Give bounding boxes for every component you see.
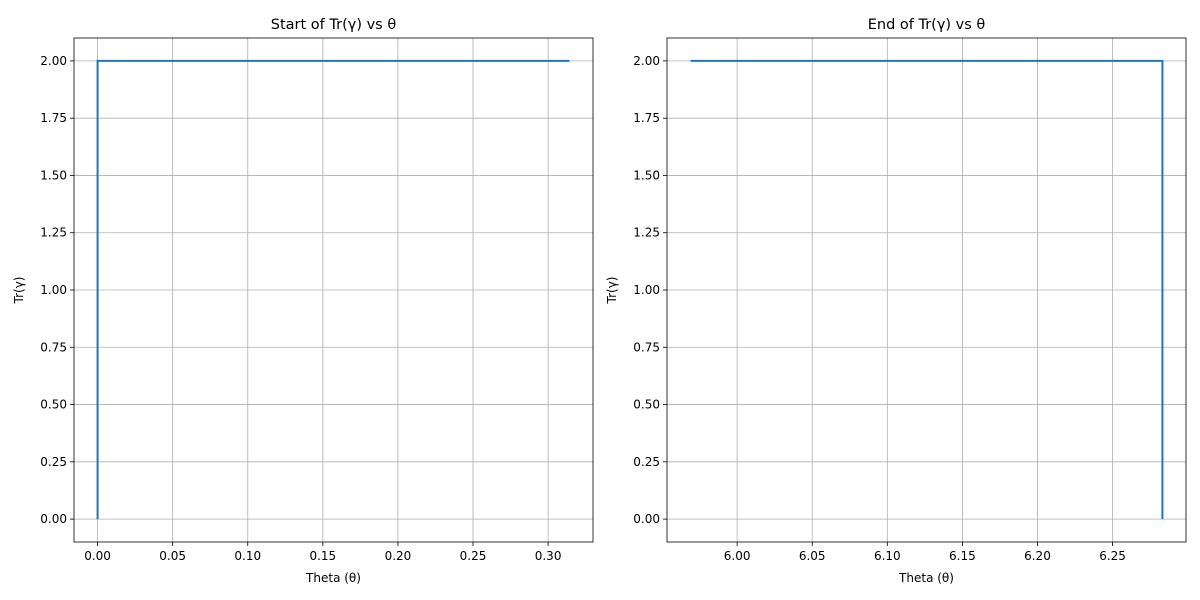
y-tick-label: 1.00 <box>40 283 67 297</box>
x-axis-label: Theta (θ) <box>305 571 361 585</box>
chart-title: End of Tr(γ) vs θ <box>868 17 986 33</box>
y-tick-label: 0.00 <box>633 512 660 526</box>
series-line <box>690 59 1164 520</box>
x-tick-label: 6.10 <box>874 549 901 563</box>
x-tick-label: 0.05 <box>159 549 186 563</box>
y-tick-label: 0.50 <box>40 398 67 412</box>
x-tick-label: 0.25 <box>460 549 487 563</box>
y-tick-label: 1.00 <box>633 283 660 297</box>
y-tick-label: 1.75 <box>40 111 67 125</box>
chart-panel-2: 6.00 6.05 6.10 6.15 6.20 6.25 0.00 0.25 0.50 0.75… <box>605 17 1187 585</box>
y-tick-label: 0.25 <box>633 455 660 469</box>
y-axis-label: Tr(γ) <box>12 277 26 305</box>
x-tick-label: 0.20 <box>385 549 412 563</box>
y-tick-label: 0.75 <box>40 340 67 354</box>
y-tick-label: 2.00 <box>40 54 67 68</box>
x-tick-label: 0.30 <box>535 549 562 563</box>
x-tick-label: 6.20 <box>1024 549 1051 563</box>
y-tick-label: 1.75 <box>633 111 660 125</box>
y-axis-label: Tr(γ) <box>605 277 619 305</box>
x-tick-label: 6.00 <box>724 549 751 563</box>
y-tick-label: 1.25 <box>40 226 67 240</box>
x-tick-label: 6.25 <box>1099 549 1126 563</box>
y-tick-label: 1.25 <box>633 226 660 240</box>
chart-title: Start of Tr(γ) vs θ <box>271 17 397 33</box>
x-tick-label: 0.00 <box>84 549 111 563</box>
series-line <box>96 59 570 520</box>
chart-panel-1: 0.00 0.05 0.10 0.15 0.20 0.25 0.30 0.00 0.25 0.50… <box>12 17 594 585</box>
x-axis-label: Theta (θ) <box>898 571 954 585</box>
y-tick-label: 0.75 <box>633 340 660 354</box>
y-tick-label: 1.50 <box>633 168 660 182</box>
y-tick-label: 0.25 <box>40 455 67 469</box>
y-tick-label: 2.00 <box>633 54 660 68</box>
y-tick-label: 1.50 <box>40 168 67 182</box>
y-tick-label: 0.00 <box>40 512 67 526</box>
y-tick-label: 0.50 <box>633 398 660 412</box>
x-tick-label: 6.15 <box>949 549 976 563</box>
x-tick-label: 6.05 <box>799 549 826 563</box>
x-tick-label: 0.10 <box>234 549 261 563</box>
x-tick-label: 0.15 <box>309 549 336 563</box>
